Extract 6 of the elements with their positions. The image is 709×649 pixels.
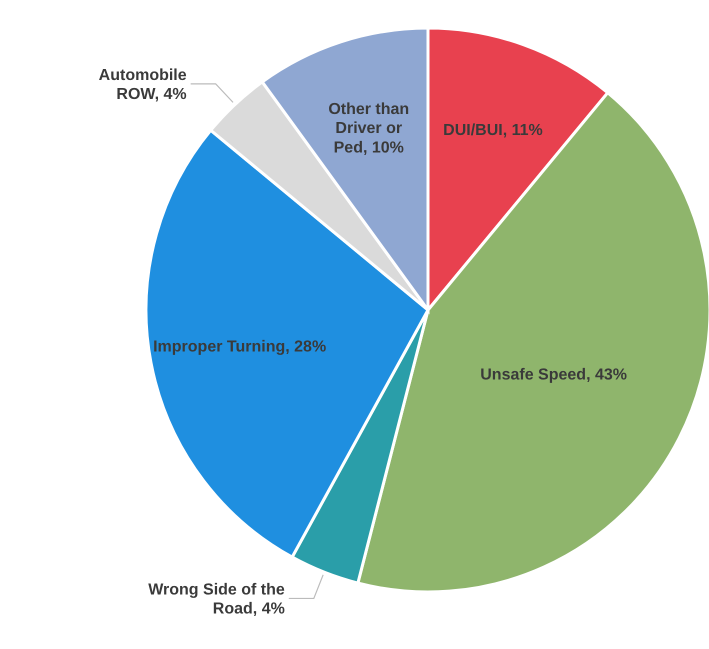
slice-label: Automobile ROW, 4%	[98, 66, 187, 104]
slice-label: DUI/BUI, 11%	[443, 122, 543, 140]
slice-label: Wrong Side of the Road, 4%	[148, 581, 285, 618]
slice-label: Improper Turning, 28%	[153, 338, 326, 356]
slice-label: Unsafe Speed, 43%	[480, 366, 627, 384]
slice-label: Other than Driver or Ped, 10%	[328, 101, 410, 156]
